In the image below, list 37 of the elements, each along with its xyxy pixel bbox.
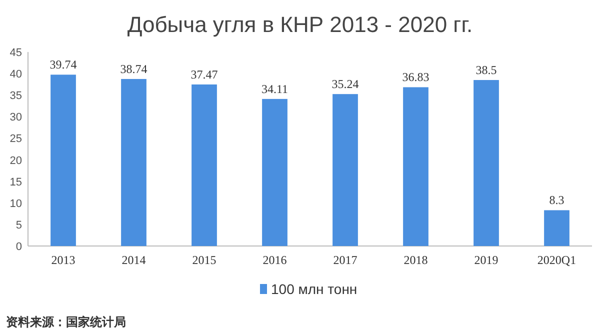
x-tick-label: 2017 bbox=[333, 253, 358, 267]
y-tick-label: 5 bbox=[16, 219, 22, 232]
y-tick-label: 10 bbox=[10, 198, 22, 210]
x-tick-label: 2019 bbox=[474, 253, 498, 267]
y-tick-label: 40 bbox=[10, 68, 22, 81]
y-tick-label: 0 bbox=[16, 241, 22, 253]
y-tick-label: 20 bbox=[10, 154, 22, 167]
data-label: 36.83 bbox=[402, 70, 430, 84]
x-tick-label: 2013 bbox=[51, 253, 76, 267]
bar bbox=[403, 87, 428, 246]
x-tick-label: 2015 bbox=[192, 253, 216, 267]
bar bbox=[50, 74, 76, 246]
bar bbox=[544, 210, 570, 246]
bar bbox=[121, 78, 146, 246]
y-tick-label: 30 bbox=[10, 112, 22, 124]
bar bbox=[332, 94, 358, 246]
x-tick-label: 2016 bbox=[262, 253, 287, 267]
legend-label: 100 млн тонн bbox=[271, 281, 358, 297]
data-label: 38.5 bbox=[476, 63, 497, 78]
data-label: 34.11 bbox=[261, 82, 288, 96]
text: 资料来源：国家统计局 bbox=[6, 315, 126, 329]
bar bbox=[192, 84, 217, 246]
data-label: 38.74 bbox=[120, 62, 148, 76]
data-label: 37.47 bbox=[190, 67, 218, 82]
y-tick-label: 35 bbox=[10, 90, 22, 102]
chart-title: Добыча угля в КНР 2013 - 2020 гг. bbox=[127, 12, 473, 37]
data-label: 8.3 bbox=[549, 193, 564, 208]
x-tick-label: 2020Q1 bbox=[537, 253, 576, 267]
y-tick-label: 45 bbox=[10, 47, 22, 59]
y-tick-label: 25 bbox=[10, 133, 22, 146]
y-tick-label: 15 bbox=[10, 176, 22, 188]
x-tick-label: 2014 bbox=[122, 253, 146, 267]
bar bbox=[474, 80, 499, 246]
data-label: 35.24 bbox=[332, 77, 359, 92]
x-tick-label: 2018 bbox=[404, 253, 428, 267]
data-label: 39.74 bbox=[50, 58, 77, 72]
bar bbox=[262, 98, 288, 246]
